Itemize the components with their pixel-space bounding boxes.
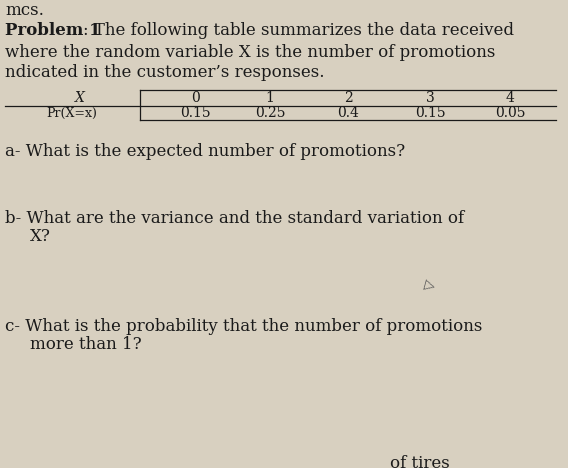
Text: 0.05: 0.05: [495, 106, 525, 120]
Text: 3: 3: [425, 91, 435, 105]
Text: X: X: [75, 91, 85, 105]
Text: of tires: of tires: [390, 455, 450, 468]
Text: c- What is the probability that the number of promotions: c- What is the probability that the numb…: [5, 318, 482, 335]
Text: ▷: ▷: [423, 277, 437, 293]
Text: Problem 1: Problem 1: [5, 22, 101, 39]
Text: mcs.: mcs.: [5, 2, 44, 19]
Text: 4: 4: [506, 91, 515, 105]
Text: where the random variable X is the number of promotions: where the random variable X is the numbe…: [5, 44, 495, 61]
Text: ndicated in the customer’s responses.: ndicated in the customer’s responses.: [5, 64, 324, 81]
Text: 2: 2: [344, 91, 352, 105]
Text: : The following table summarizes the data received: : The following table summarizes the dat…: [83, 22, 514, 39]
Text: a- What is the expected number of promotions?: a- What is the expected number of promot…: [5, 143, 405, 160]
Text: 0: 0: [191, 91, 199, 105]
Text: 0.4: 0.4: [337, 106, 359, 120]
Text: 0.15: 0.15: [179, 106, 210, 120]
Text: b- What are the variance and the standard variation of: b- What are the variance and the standar…: [5, 210, 464, 227]
Text: 1: 1: [266, 91, 274, 105]
Text: Pr(X=x): Pr(X=x): [47, 107, 98, 119]
Text: 0.15: 0.15: [415, 106, 445, 120]
Text: X?: X?: [30, 228, 51, 245]
Text: 0.25: 0.25: [255, 106, 285, 120]
Text: more than 1?: more than 1?: [30, 336, 141, 353]
